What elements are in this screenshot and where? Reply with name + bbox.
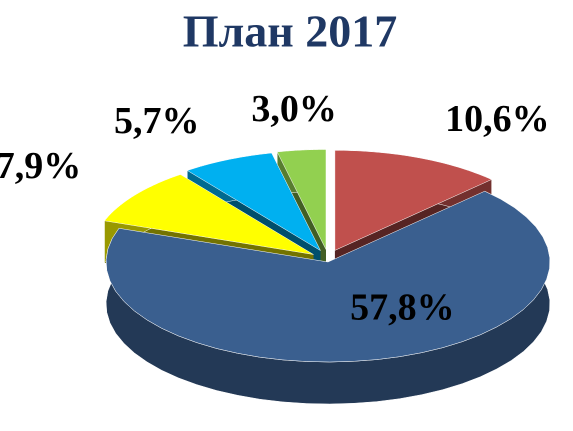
slice-top xyxy=(276,149,327,250)
data-label: 7,9% xyxy=(0,145,81,187)
data-label: 10,6% xyxy=(445,98,550,140)
slice-top xyxy=(186,152,322,252)
slice-top xyxy=(334,150,493,251)
slice-top xyxy=(104,174,314,255)
chart-title: План 2017 xyxy=(183,6,398,57)
pie-slice xyxy=(105,190,551,405)
data-label: 57,8% xyxy=(350,286,455,328)
slice-top xyxy=(105,190,551,363)
data-label: 3,0% xyxy=(251,88,337,130)
data-label: 5,7% xyxy=(114,100,200,142)
